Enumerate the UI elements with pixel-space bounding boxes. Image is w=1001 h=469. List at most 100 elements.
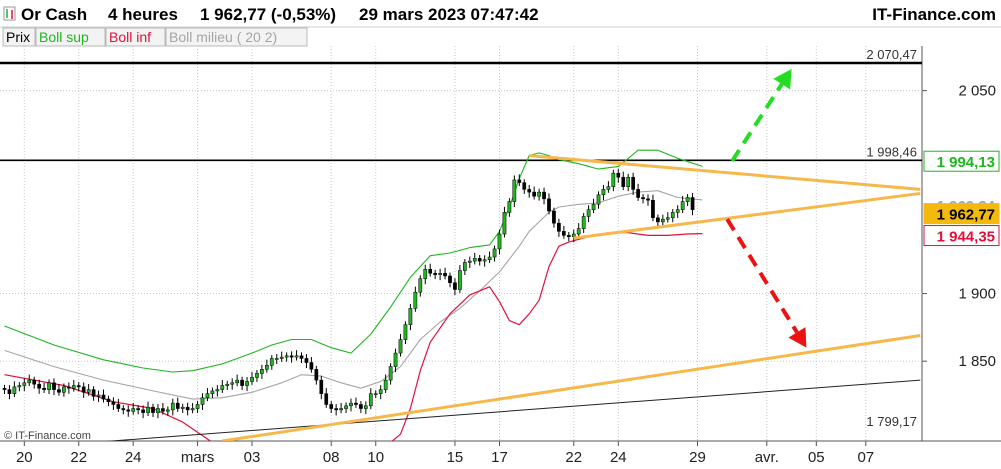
candle-body-bull [344,405,348,409]
candle [136,405,141,415]
grid-layer [0,46,922,441]
legend-box-prix[interactable] [2,27,36,47]
candle [631,172,635,195]
x-axis: 20 22 24 mars 03 08 10 15 17 22 24 29 avr. 05 07 [16,441,874,466]
candle [467,256,472,268]
candle-body-bear [106,398,111,403]
candle [116,398,121,412]
candle-body-bear [57,389,61,393]
candle-body-bull [601,189,606,196]
candle [413,286,418,312]
candle-body-bear [453,282,457,290]
candle-body-bear [121,408,126,411]
x-tick-label: 22 [70,449,87,466]
candle [373,390,378,399]
candle-body-bear [309,362,314,370]
candle [527,184,532,198]
candle [453,278,457,296]
candle-body-bull [245,381,249,386]
instrument-title: Or Cash [21,5,87,24]
candle [47,379,51,395]
candle-body-bear [116,404,121,409]
candle [27,374,32,387]
candle [368,388,373,410]
candle-body-bear [557,222,561,232]
candle [438,268,442,281]
bullish-projection-arrow-head [773,68,792,90]
legend-box-boll-inf[interactable] [105,27,166,47]
candle [586,205,591,222]
legend-box-boll-sup[interactable] [35,27,106,47]
candle-body-bull [482,259,487,262]
candle [492,245,497,262]
badge-price-box [923,203,1000,225]
candle [121,405,126,415]
candle [507,198,512,217]
candle [690,193,695,216]
candle-body-bull [210,390,215,394]
candle [685,194,690,207]
y-tick-label: 1 850 [958,353,996,370]
price-level-label: 2 070,47 [866,47,917,62]
candle-body-bear [314,369,319,381]
candle [141,405,145,419]
candle-body-bull [12,386,17,394]
candle [42,382,46,393]
candle-body-bear [299,355,304,359]
candle-body-bear [527,189,532,193]
candle [235,374,240,387]
legend-prix: Prix [6,29,30,45]
candle [566,232,571,242]
candle-body-bull [265,364,269,370]
candle-body-bear [52,382,56,390]
candle [205,388,210,402]
candle [576,223,581,238]
candle-body-bull [255,373,259,378]
bearish-projection-arrow [725,218,807,348]
candle-body-bull [195,404,200,409]
candle [225,380,230,391]
candle-body-bear [562,231,566,236]
legend: Prix Boll sup Boll inf Boll milieu ( 20 … [2,27,308,47]
candle [606,181,611,193]
candle [339,402,343,414]
candle-body-bear [477,258,482,262]
candle-body-bull [438,273,442,275]
candle-body-bull [423,268,428,279]
candle-body-bear [547,198,551,212]
candle-body-bear [646,198,650,201]
candle [32,376,37,389]
x-tick-label: 10 [367,449,384,466]
candle [581,213,586,234]
candle [245,377,249,392]
timeframe-label[interactable]: 4 heures [108,5,178,24]
candle [497,229,502,255]
candle [151,403,155,418]
candle [364,401,368,415]
x-tick-label: 29 [689,449,706,466]
candle-body-bear [91,389,96,397]
legend-box-boll-milieu[interactable] [165,27,308,47]
candle [57,384,61,396]
candle-body-bull [492,248,497,258]
candle [289,351,294,363]
candle-body-bear [542,191,546,200]
candle [354,397,358,408]
candle-body-bull [200,397,205,405]
x-tick-label: 07 [857,449,874,466]
candle-body-bull [393,352,398,367]
candle-body-bull [507,201,512,213]
candle-body-bear [324,393,329,405]
candle [636,183,640,201]
candle-body-bear [641,197,645,200]
chart-type-icon[interactable] [3,6,16,21]
candle [329,401,334,413]
candle-body-bull [383,379,388,390]
candle-body-bull [269,358,274,366]
candle [240,376,244,391]
candle-body-bear [621,176,626,187]
candle-body-bull [670,212,675,219]
candle-body-bull [571,233,576,237]
candle-body-bull [230,382,235,385]
candle [448,272,452,288]
